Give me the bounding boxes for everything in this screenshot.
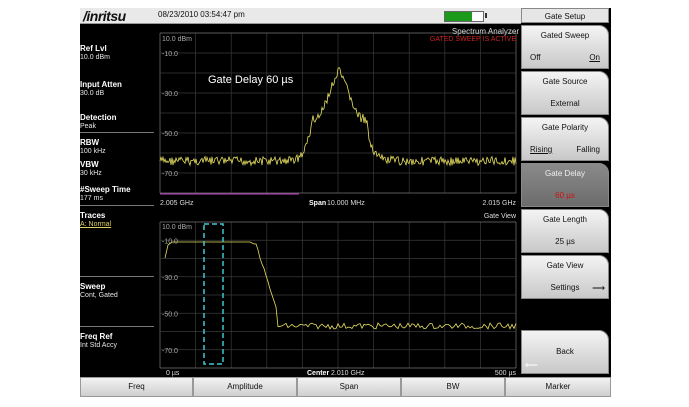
y-axis-label: -30.0 xyxy=(162,275,178,282)
top-ref-label: 10.0 dBm xyxy=(162,36,192,43)
sweep-mode: Sweep Cont, Gated xyxy=(80,282,118,299)
graph-area: 10.0 dBm -10.0 -30.0 -50.0 -70.0 Gate Delay… xyxy=(159,32,517,377)
bottom-graph-grid xyxy=(159,221,517,369)
gate-source-button[interactable]: Gate Source External xyxy=(521,71,609,115)
freq-button[interactable]: Freq xyxy=(80,377,193,397)
bottom-y-labels: -10.0 -30.0 -50.0 -70.0 xyxy=(162,238,178,355)
divider xyxy=(80,276,154,277)
freq-ref: Freq Ref Int Std Accy xyxy=(80,332,117,349)
amplitude-button[interactable]: Amplitude xyxy=(193,377,297,397)
rbw: RBW 100 kHz xyxy=(80,138,106,155)
center-label: Center xyxy=(307,370,329,377)
stop-frequency: 2.015 GHz xyxy=(483,200,517,207)
top-y-labels: -10.0 -30.0 -50.0 -70.0 xyxy=(162,51,178,178)
stop-time: 500 µs xyxy=(495,370,517,377)
ref-level: Ref Lvl 10.0 dBm xyxy=(80,44,110,61)
y-axis-label: -10.0 xyxy=(162,238,178,245)
top-graph-grid xyxy=(159,32,517,194)
bottom-menu: Freq Amplitude Span BW Marker xyxy=(80,377,611,397)
gate-view-button[interactable]: Gate View Settings ⟶ xyxy=(521,255,609,299)
bottom-ref-label: 10.0 dBm xyxy=(162,224,192,231)
arrow-left-icon: ⟵ xyxy=(525,360,538,370)
start-time: 0 µs xyxy=(166,370,180,377)
y-axis-label: -50.0 xyxy=(162,311,178,318)
y-axis-label: -70.0 xyxy=(162,348,178,355)
span-value: 10.000 MHz xyxy=(327,200,365,207)
spectrum-trace xyxy=(159,67,517,167)
status-bar: /inritsu 08/23/2010 03:54:47 pm xyxy=(80,8,521,24)
start-frequency: 2.005 GHz xyxy=(160,200,194,207)
gate-delay-annotation: Gate Delay 60 µs xyxy=(208,74,294,86)
y-axis-label: -70.0 xyxy=(162,171,178,178)
gate-delay-button[interactable]: Gate Delay 60 µs xyxy=(521,163,609,207)
battery-tip-icon xyxy=(485,13,487,18)
gate-view-trace xyxy=(164,241,517,330)
center-value: 2.010 GHz xyxy=(331,370,365,377)
gated-sweep-button[interactable]: Gated Sweep Off On xyxy=(521,25,609,69)
brand-logo: /inritsu xyxy=(83,8,126,24)
marker-button[interactable]: Marker xyxy=(505,377,611,397)
detection: Detection Peak xyxy=(80,113,117,130)
menu-title: Gate Setup xyxy=(521,8,609,23)
arrow-right-icon: ⟶ xyxy=(592,283,605,293)
divider xyxy=(80,132,154,133)
gate-setup-menu: Gate Setup Gated Sweep Off On Gate Sourc… xyxy=(521,8,611,385)
y-axis-label: -30.0 xyxy=(162,91,178,98)
gated-sweep-status: GATED SWEEP IS ACTIVE xyxy=(430,36,516,43)
sweep-time: #Sweep Time 177 ms xyxy=(80,185,131,202)
back-button[interactable]: Back ⟵ xyxy=(521,330,609,374)
divider xyxy=(80,205,154,206)
gate-window-marker xyxy=(203,223,224,365)
mode-label: Spectrum Analyzer xyxy=(451,27,519,36)
battery-icon xyxy=(444,11,484,22)
vbw: VBW 30 kHz xyxy=(80,160,102,177)
gate-view-title: Gate View xyxy=(484,213,517,220)
traces: Traces A: Normal xyxy=(80,211,112,228)
gate-polarity-button[interactable]: Gate Polarity Rising Falling xyxy=(521,117,609,161)
input-atten: Input Atten 30.0 dB xyxy=(80,80,122,97)
span-label: Span xyxy=(309,200,326,207)
battery-level xyxy=(445,12,473,21)
gate-length-button[interactable]: Gate Length 25 µs xyxy=(521,209,609,253)
datetime: 08/23/2010 03:54:47 pm xyxy=(158,10,245,19)
divider xyxy=(80,326,154,327)
y-axis-label: -10.0 xyxy=(162,51,178,58)
span-button[interactable]: Span xyxy=(297,377,401,397)
y-axis-label: -50.0 xyxy=(162,131,178,138)
analyzer-screen: /inritsu 08/23/2010 03:54:47 pm Spectrum… xyxy=(80,8,611,397)
bw-button[interactable]: BW xyxy=(401,377,505,397)
